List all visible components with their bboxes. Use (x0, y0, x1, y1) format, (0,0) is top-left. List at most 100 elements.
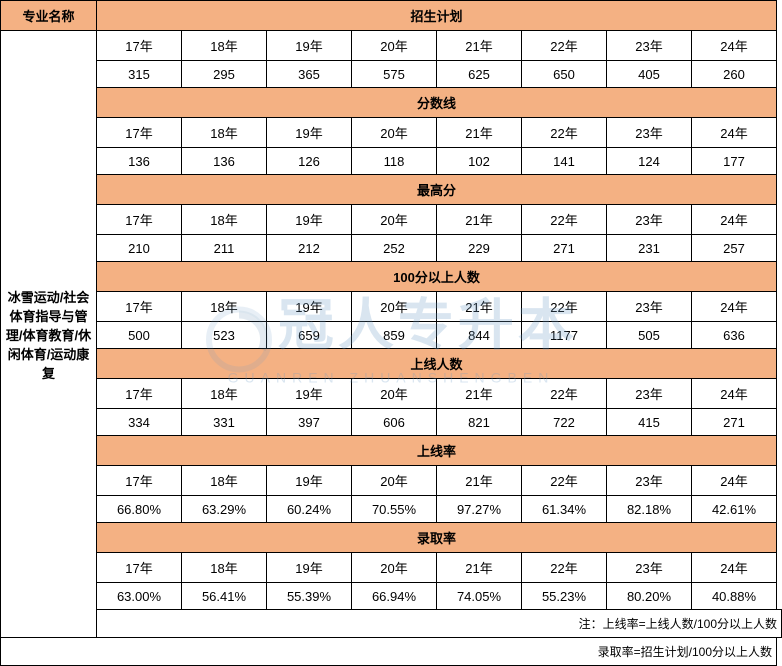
data-cell: 575 (352, 61, 437, 88)
data-cell: 66.94% (352, 583, 437, 610)
data-cell: 55.23% (522, 583, 607, 610)
year-cell: 22年 (522, 292, 607, 322)
data-cell: 82.18% (607, 496, 692, 523)
data-cell: 210 (97, 235, 182, 262)
year-cell: 22年 (522, 379, 607, 409)
year-cell: 17年 (97, 553, 182, 583)
data-cell: 821 (437, 409, 522, 436)
section-enrollment-plan: 招生计划 (97, 1, 777, 31)
data-cell: 102 (437, 148, 522, 175)
data-cell: 40.88% (692, 583, 777, 610)
year-cell: 17年 (97, 379, 182, 409)
data-cell: 659 (267, 322, 352, 349)
year-cell: 17年 (97, 31, 182, 61)
year-cell: 20年 (352, 292, 437, 322)
year-cell: 20年 (352, 553, 437, 583)
data-cell: 636 (692, 322, 777, 349)
year-cell: 24年 (692, 553, 777, 583)
data-cell: 295 (182, 61, 267, 88)
data-cell: 334 (97, 409, 182, 436)
data-cell: 859 (352, 322, 437, 349)
data-cell: 257 (692, 235, 777, 262)
year-cell: 17年 (97, 292, 182, 322)
data-cell: 136 (182, 148, 267, 175)
data-cell: 844 (437, 322, 522, 349)
data-cell: 124 (607, 148, 692, 175)
year-cell: 17年 (97, 466, 182, 496)
year-cell: 24年 (692, 466, 777, 496)
year-cell: 19年 (267, 31, 352, 61)
section-highest-score: 最高分 (97, 175, 777, 205)
year-cell: 23年 (607, 205, 692, 235)
year-cell: 21年 (437, 379, 522, 409)
year-cell: 21年 (437, 553, 522, 583)
year-cell: 23年 (607, 31, 692, 61)
year-cell: 20年 (352, 31, 437, 61)
section-above-100: 100分以上人数 (97, 262, 777, 292)
data-cell: 271 (692, 409, 777, 436)
footnote-line2: 录取率=招生计划/100分以上人数 (1, 638, 777, 666)
year-cell: 19年 (267, 205, 352, 235)
year-cell: 22年 (522, 205, 607, 235)
year-cell: 23年 (607, 292, 692, 322)
section-online-count: 上线人数 (97, 349, 777, 379)
year-cell: 22年 (522, 118, 607, 148)
year-cell: 21年 (437, 31, 522, 61)
section-online-rate: 上线率 (97, 436, 777, 466)
year-cell: 19年 (267, 553, 352, 583)
year-cell: 22年 (522, 466, 607, 496)
year-cell: 23年 (607, 553, 692, 583)
year-cell: 20年 (352, 118, 437, 148)
year-cell: 21年 (437, 118, 522, 148)
data-cell: 229 (437, 235, 522, 262)
year-cell: 18年 (182, 118, 267, 148)
year-cell: 19年 (267, 466, 352, 496)
year-cell: 18年 (182, 31, 267, 61)
data-cell: 56.41% (182, 583, 267, 610)
data-cell: 271 (522, 235, 607, 262)
year-cell: 24年 (692, 292, 777, 322)
year-cell: 20年 (352, 466, 437, 496)
year-cell: 18年 (182, 466, 267, 496)
major-header: 专业名称 (1, 1, 97, 31)
data-cell: 66.80% (97, 496, 182, 523)
data-cell: 505 (607, 322, 692, 349)
year-cell: 24年 (692, 31, 777, 61)
data-cell: 118 (352, 148, 437, 175)
year-cell: 22年 (522, 553, 607, 583)
data-cell: 126 (267, 148, 352, 175)
year-cell: 24年 (692, 205, 777, 235)
data-cell: 1177 (522, 322, 607, 349)
data-cell: 260 (692, 61, 777, 88)
data-cell: 231 (607, 235, 692, 262)
year-cell: 19年 (267, 292, 352, 322)
major-value: 冰雪运动/社会体育指导与管理/体育教育/休闲体育/运动康复 (1, 31, 97, 638)
year-cell: 19年 (267, 379, 352, 409)
data-cell: 70.55% (352, 496, 437, 523)
year-cell: 23年 (607, 379, 692, 409)
year-cell: 21年 (437, 466, 522, 496)
data-cell: 397 (267, 409, 352, 436)
year-cell: 17年 (97, 205, 182, 235)
year-cell: 21年 (437, 292, 522, 322)
data-cell: 42.61% (692, 496, 777, 523)
data-cell: 650 (522, 61, 607, 88)
section-score-line: 分数线 (97, 88, 777, 118)
data-cell: 625 (437, 61, 522, 88)
data-cell: 211 (182, 235, 267, 262)
data-cell: 63.00% (97, 583, 182, 610)
year-cell: 18年 (182, 205, 267, 235)
data-cell: 80.20% (607, 583, 692, 610)
data-cell: 177 (692, 148, 777, 175)
data-cell: 331 (182, 409, 267, 436)
data-cell: 60.24% (267, 496, 352, 523)
main-table: 专业名称 招生计划 冰雪运动/社会体育指导与管理/体育教育/休闲体育/运动康复 … (0, 0, 782, 666)
year-cell: 24年 (692, 118, 777, 148)
year-cell: 17年 (97, 118, 182, 148)
data-cell: 606 (352, 409, 437, 436)
year-cell: 19年 (267, 118, 352, 148)
data-cell: 212 (267, 235, 352, 262)
data-cell: 61.34% (522, 496, 607, 523)
data-cell: 523 (182, 322, 267, 349)
section-admission-rate: 录取率 (97, 523, 777, 553)
